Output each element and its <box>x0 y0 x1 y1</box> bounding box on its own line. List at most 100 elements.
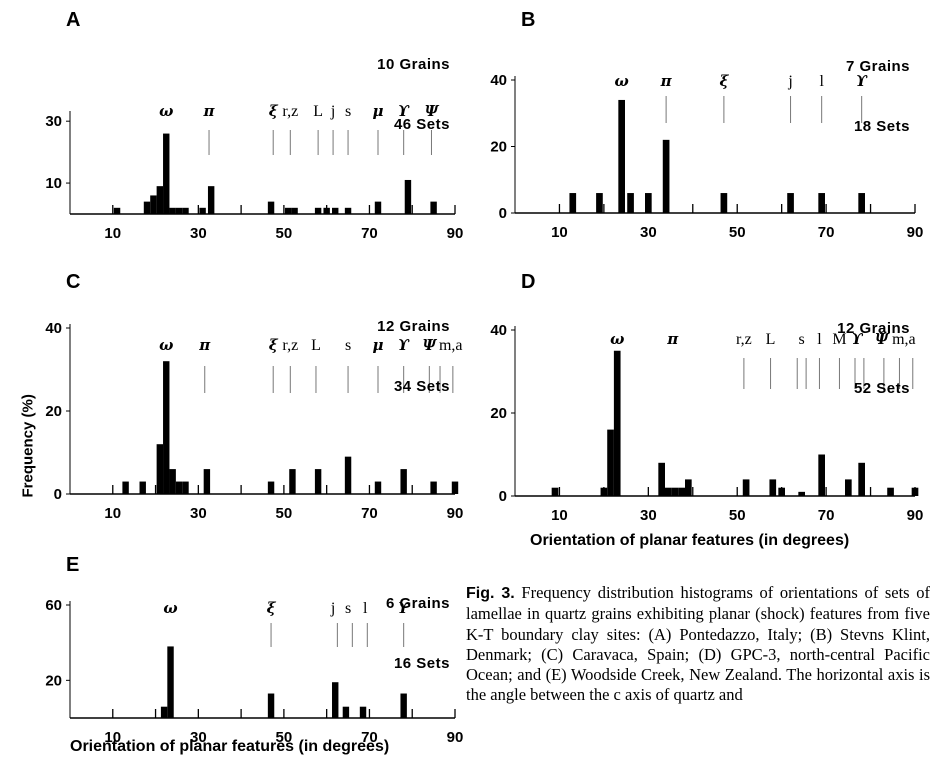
crystal-form-label-a: r,z <box>282 103 298 120</box>
x-tick-label-a: 30 <box>190 225 207 242</box>
figure-caption: Fig. 3. Frequency distribution histogram… <box>466 583 930 759</box>
histogram-bar-a <box>314 207 322 214</box>
histogram-bar-a <box>143 201 151 214</box>
histogram-bar-a <box>156 186 164 214</box>
x-tick-label-e: 30 <box>190 729 207 746</box>
histogram-bar-e <box>267 693 275 718</box>
histogram-bar-d <box>818 454 825 496</box>
histogram-bar-c <box>344 456 352 494</box>
histogram-bar-e <box>167 646 174 718</box>
histogram-bar-c <box>451 481 459 494</box>
crystal-form-label-a: s <box>345 103 351 120</box>
histogram-bar-a <box>163 133 170 214</box>
panel-label-e: E <box>66 554 80 576</box>
histogram-bar-b <box>596 193 603 213</box>
x-tick-label-b: 90 <box>907 224 924 241</box>
crystal-form-label-d: L <box>766 331 776 348</box>
histogram-bar-e <box>160 706 168 718</box>
histogram-bar-b <box>645 193 652 213</box>
histogram-bar-b <box>618 99 625 213</box>
histogram-bar-a <box>332 207 339 214</box>
crystal-form-label-a: Ψ <box>425 102 440 120</box>
x-tick-label-c: 70 <box>361 505 378 522</box>
histogram-bar-b <box>818 193 825 213</box>
y-tick-label-c: 40 <box>45 320 62 337</box>
histogram-panel-b: 10 30 50 70 90 0 20 40 ω π ξ j l ϒ B 7 Grains 18 Sets <box>465 0 930 250</box>
histogram-bar-a <box>199 207 206 214</box>
histogram-bar-c <box>374 481 382 494</box>
histogram-bar-d <box>613 350 621 496</box>
x-tick-label-c: 50 <box>276 505 293 522</box>
histogram-bar-c <box>163 361 170 494</box>
histogram-bar-b <box>787 193 794 213</box>
crystal-form-label-d: l <box>817 331 822 348</box>
crystal-form-label-c: μ <box>373 336 384 354</box>
panel-e-counts: 6 Grains 16 Sets <box>300 554 450 714</box>
histogram-bar-d <box>911 487 919 496</box>
panel-b-sets: 18 Sets <box>853 118 910 135</box>
histogram-bar-d <box>678 487 685 496</box>
histogram-bar-c <box>203 469 211 494</box>
y-tick-label-b: 40 <box>490 72 507 89</box>
panel-c-grains: 12 Grains <box>377 318 450 335</box>
panel-label-a: A <box>66 9 81 31</box>
histogram-bar-e <box>400 693 407 718</box>
crystal-form-label-c: r,z <box>282 337 298 354</box>
crystal-form-label-e: l <box>363 600 368 617</box>
crystal-form-label-e: ϒ <box>398 599 410 617</box>
panel-a-grains: 10 Grains <box>377 56 450 73</box>
y-tick-label-b: 20 <box>490 139 507 156</box>
histogram-bar-a <box>182 207 189 214</box>
histogram-bar-c <box>182 481 189 494</box>
histogram-bar-b <box>627 193 634 213</box>
crystal-form-label-a: π <box>203 102 216 120</box>
panel-d-counts: 12 Grains 52 Sets <box>760 279 910 439</box>
crystal-form-label-e: ξ <box>267 599 277 617</box>
crystal-form-label-e: j <box>330 600 335 617</box>
x-tick-label-a: 50 <box>276 225 293 242</box>
histogram-bar-c <box>267 481 275 494</box>
histogram-bar-a <box>284 207 292 214</box>
histogram-bar-c <box>289 469 296 494</box>
histogram-bar-e <box>359 706 367 718</box>
y-tick-label-d: 0 <box>499 488 507 505</box>
y-tick-label-d: 20 <box>490 405 507 422</box>
panel-e-grains: 6 Grains <box>385 595 450 612</box>
crystal-form-label-c: ω <box>159 336 173 354</box>
crystal-form-label-a: μ <box>373 102 384 120</box>
histogram-bar-a <box>175 207 183 214</box>
crystal-form-label-b: ϒ <box>856 72 868 90</box>
crystal-form-label-b: ξ <box>719 72 729 90</box>
histogram-bar-d <box>600 487 608 496</box>
crystal-form-label-e: s <box>345 600 351 617</box>
crystal-form-label-c: L <box>311 337 321 354</box>
y-tick-label-e: 20 <box>45 672 62 689</box>
histogram-bar-a <box>267 201 275 214</box>
x-tick-label-a: 70 <box>361 225 378 242</box>
histogram-bar-c <box>169 469 176 494</box>
histogram-bar-b <box>720 193 728 213</box>
panel-c-counts: 12 Grains 34 Sets <box>300 277 450 437</box>
panel-label-b: B <box>521 9 536 31</box>
panel-c-sets: 34 Sets <box>393 378 450 395</box>
histogram-bar-a <box>344 207 352 214</box>
histogram-bar-c <box>175 481 183 494</box>
crystal-form-label-d: M <box>832 331 846 348</box>
y-tick-label-b: 0 <box>499 205 507 222</box>
panel-label-d: D <box>521 271 536 293</box>
x-tick-label-d: 30 <box>640 507 657 524</box>
x-tick-label-d: 70 <box>818 507 835 524</box>
panel-a-sets: 46 Sets <box>393 116 450 133</box>
crystal-form-label-a: ω <box>159 102 173 120</box>
crystal-form-label-a: L <box>313 103 323 120</box>
histogram-bar-d <box>671 487 679 496</box>
crystal-form-label-d: r,z <box>736 331 752 348</box>
crystal-form-label-b: l <box>819 73 824 90</box>
histogram-bar-d <box>607 429 614 496</box>
histogram-bar-d <box>778 487 785 496</box>
